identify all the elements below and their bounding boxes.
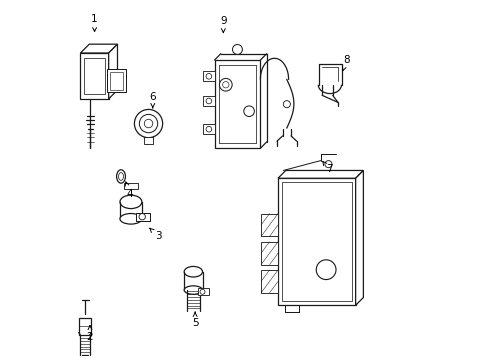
Circle shape — [219, 78, 232, 91]
Circle shape — [283, 101, 290, 108]
Circle shape — [205, 126, 211, 132]
Polygon shape — [79, 318, 91, 335]
Polygon shape — [281, 182, 351, 301]
Circle shape — [232, 45, 242, 54]
Polygon shape — [203, 71, 214, 81]
Text: 8: 8 — [342, 55, 349, 71]
Ellipse shape — [184, 286, 202, 294]
Polygon shape — [81, 44, 117, 53]
FancyBboxPatch shape — [136, 213, 150, 221]
Circle shape — [205, 98, 211, 104]
Text: 1: 1 — [91, 14, 98, 31]
Text: 7: 7 — [322, 161, 332, 174]
Circle shape — [222, 82, 228, 88]
Ellipse shape — [120, 195, 142, 208]
Polygon shape — [84, 58, 105, 94]
FancyBboxPatch shape — [144, 137, 153, 144]
Polygon shape — [278, 178, 355, 305]
FancyBboxPatch shape — [197, 288, 208, 294]
Polygon shape — [203, 124, 214, 134]
Circle shape — [139, 114, 158, 133]
Ellipse shape — [184, 266, 202, 277]
Circle shape — [244, 106, 254, 117]
Polygon shape — [261, 270, 278, 293]
Ellipse shape — [118, 172, 123, 180]
Circle shape — [139, 213, 145, 220]
Circle shape — [316, 260, 335, 280]
Ellipse shape — [120, 213, 142, 224]
Polygon shape — [81, 53, 108, 99]
Polygon shape — [355, 171, 363, 305]
Polygon shape — [107, 69, 126, 92]
Polygon shape — [214, 60, 260, 148]
Circle shape — [205, 73, 211, 79]
Circle shape — [134, 109, 163, 138]
Polygon shape — [123, 183, 138, 189]
Polygon shape — [261, 213, 278, 237]
Text: 6: 6 — [149, 92, 156, 108]
Text: 2: 2 — [86, 326, 93, 342]
Text: 4: 4 — [125, 182, 133, 199]
Polygon shape — [108, 44, 117, 99]
Text: 5: 5 — [191, 312, 198, 328]
Text: 3: 3 — [149, 228, 161, 242]
Polygon shape — [261, 242, 278, 265]
Polygon shape — [203, 96, 214, 106]
Text: 9: 9 — [220, 16, 226, 32]
Circle shape — [324, 161, 331, 168]
Polygon shape — [278, 171, 363, 178]
Circle shape — [200, 289, 204, 294]
Circle shape — [144, 119, 152, 128]
Polygon shape — [109, 72, 123, 90]
Ellipse shape — [116, 170, 125, 183]
